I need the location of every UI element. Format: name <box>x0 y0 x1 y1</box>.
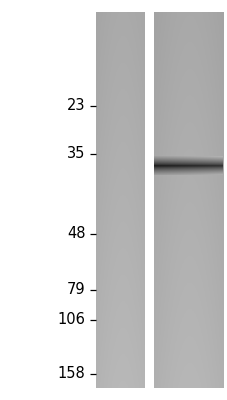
Bar <box>144 12 153 388</box>
Text: 23: 23 <box>67 98 85 114</box>
Text: 79: 79 <box>67 282 85 298</box>
Text: 106: 106 <box>57 312 85 328</box>
Text: 48: 48 <box>67 226 85 242</box>
Text: 158: 158 <box>57 366 85 382</box>
Text: 35: 35 <box>67 146 85 162</box>
